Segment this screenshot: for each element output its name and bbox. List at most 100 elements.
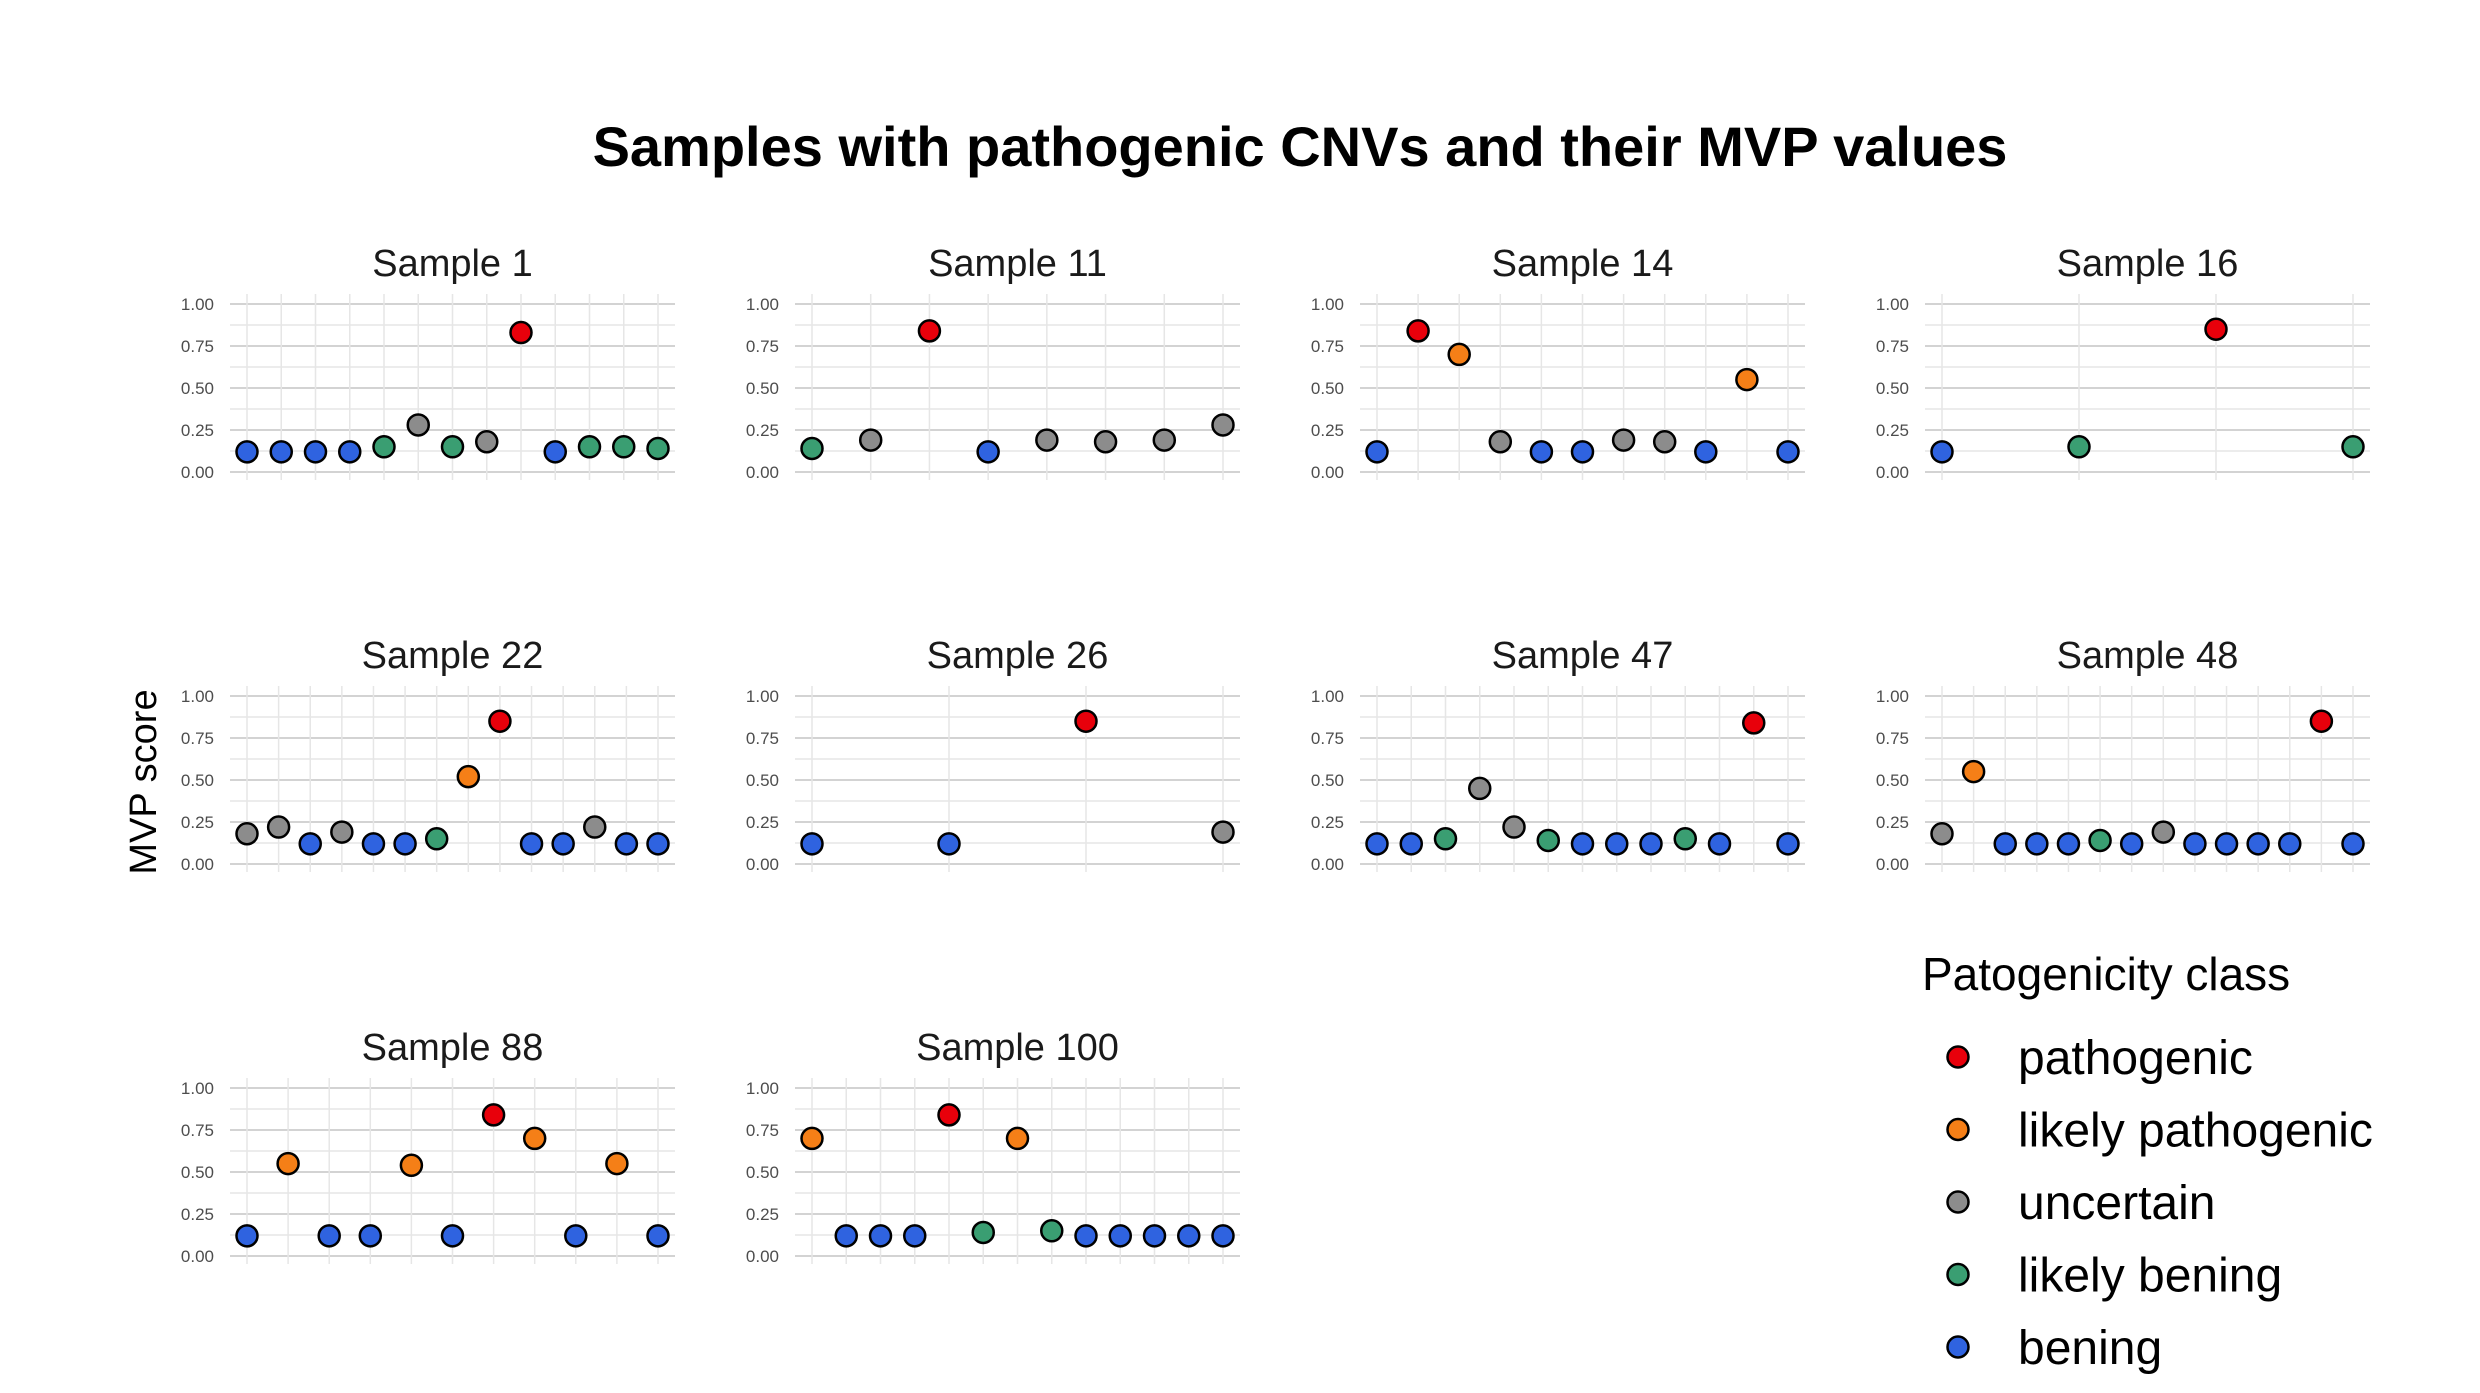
data-point-likely-bening: [372, 435, 396, 459]
data-point-uncertain: [1211, 820, 1235, 844]
data-point-uncertain: [583, 815, 607, 839]
legend-item-uncertain: uncertain: [1946, 1177, 2215, 1230]
data-point-uncertain: [330, 820, 354, 844]
y-tick-label: 0.75: [181, 337, 214, 356]
data-point-likely-pathogenic: [800, 1126, 824, 1151]
y-tick-label: 0.50: [1876, 771, 1909, 790]
data-point-likely-bening: [577, 435, 602, 459]
data-point-bening: [2056, 832, 2081, 856]
data-point-bening: [551, 832, 575, 856]
legend-items: pathogenic likely pathogenic uncertain like…: [1946, 1032, 2373, 1375]
y-tick-label: 0.75: [1876, 729, 1909, 748]
panel-sample-26: Sample 26 0.00 0.25 0.50 0.75 1.00: [746, 635, 1240, 874]
legend-label: likely bening: [2018, 1250, 2282, 1303]
data-point-likely-bening: [971, 1220, 995, 1245]
data-point-bening: [646, 1224, 670, 1248]
data-point-pathogenic: [1742, 711, 1766, 735]
y-tick-label: 0.00: [1311, 855, 1344, 874]
data-point-bening: [800, 832, 824, 856]
data-point-uncertain: [2151, 820, 2176, 844]
y-tick-label: 1.00: [181, 295, 214, 314]
data-point-likely-pathogenic: [1735, 367, 1759, 392]
data-point-likely-bening: [800, 436, 824, 461]
data-point-uncertain: [1488, 430, 1513, 454]
data-point-uncertain: [1502, 815, 1526, 839]
data-point-bening: [543, 440, 567, 464]
data-point-uncertain: [1652, 430, 1677, 454]
data-point-pathogenic: [1074, 709, 1098, 733]
panel-sample-11: Sample 11 0.00 0.25 0.50 0.75 1.00: [746, 243, 1240, 482]
panels: Sample 1 0.00 0.25 0.50 0.75 1.00 Sample 11 0.0…: [181, 243, 2370, 1266]
y-tick-label: 0.50: [746, 379, 779, 398]
y-tick-label: 0.25: [1311, 421, 1344, 440]
legend-swatch: [1946, 1117, 1970, 1142]
y-tick-label: 0.25: [746, 813, 779, 832]
data-point-uncertain: [1468, 776, 1492, 801]
legend: Patogenicity class pathogenic likely path…: [1922, 948, 2373, 1375]
data-point-pathogenic: [2309, 709, 2334, 733]
y-tick-label: 1.00: [746, 687, 779, 706]
data-point-likely-pathogenic: [276, 1151, 300, 1176]
data-point-bening: [564, 1224, 588, 1248]
panel-sample-100: Sample 100 0.00 0.25 0.50 0.75 1.00: [746, 1027, 1240, 1266]
data-point-bening: [2183, 832, 2207, 856]
data-point-bening: [1707, 832, 1732, 856]
y-tick-label: 1.00: [1876, 687, 1909, 706]
legend-item-likely-bening: likely bening: [1946, 1250, 2282, 1303]
data-point-bening: [1074, 1224, 1098, 1248]
data-point-likely-bening: [1536, 828, 1560, 853]
y-tick-label: 0.00: [1311, 463, 1344, 482]
data-point-likely-pathogenic: [1961, 759, 1986, 784]
legend-label: likely pathogenic: [2018, 1105, 2373, 1158]
legend-label: bening: [2018, 1322, 2162, 1375]
data-point-likely-bening: [424, 827, 449, 851]
legend-swatch: [1946, 1190, 1970, 1214]
data-point-uncertain: [1611, 428, 1636, 452]
data-point-likely-pathogenic: [1005, 1126, 1030, 1151]
data-point-bening: [235, 440, 259, 464]
data-point-bening: [1776, 440, 1800, 464]
data-point-uncertain: [1930, 822, 1954, 846]
data-point-bening: [2246, 832, 2270, 856]
data-point-bening: [2278, 832, 2302, 856]
data-point-bening: [393, 832, 417, 856]
data-point-bening: [2214, 832, 2239, 856]
data-point-bening: [1776, 832, 1800, 856]
data-point-bening: [358, 1224, 383, 1248]
y-tick-label: 0.75: [746, 1121, 779, 1140]
data-point-bening: [1108, 1224, 1132, 1248]
panel-title: Sample 48: [2057, 635, 2239, 677]
y-tick-label: 1.00: [181, 1079, 214, 1098]
data-point-bening: [1142, 1224, 1167, 1248]
y-tick-label: 0.00: [181, 1247, 214, 1266]
panel-sample-1: Sample 1 0.00 0.25 0.50 0.75 1.00: [181, 243, 675, 482]
data-point-pathogenic: [509, 320, 533, 345]
y-tick-label: 0.00: [1876, 855, 1909, 874]
panel-sample-22: Sample 22 0.00 0.25 0.50 0.75 1.00: [181, 635, 675, 874]
y-tick-label: 0.00: [746, 1247, 779, 1266]
y-tick-label: 0.00: [1876, 463, 1909, 482]
data-point-likely-pathogenic: [1447, 342, 1471, 367]
legend-item-pathogenic: pathogenic: [1946, 1032, 2253, 1085]
data-point-bening: [903, 1224, 927, 1248]
data-point-likely-bening: [612, 435, 636, 459]
data-point-bening: [1930, 440, 1954, 464]
y-tick-label: 0.50: [181, 1163, 214, 1182]
legend-title: Patogenicity class: [1922, 948, 2290, 1000]
data-point-uncertain: [1093, 430, 1118, 454]
data-point-bening: [976, 440, 1000, 464]
data-point-pathogenic: [488, 709, 512, 733]
legend-label: uncertain: [2018, 1177, 2215, 1230]
panel-sample-16: Sample 16 0.00 0.25 0.50 0.75 1.00: [1876, 243, 2370, 482]
y-tick-label: 1.00: [746, 1079, 779, 1098]
data-point-pathogenic: [2204, 317, 2228, 341]
data-point-likely-pathogenic: [605, 1151, 629, 1176]
legend-swatch: [1946, 1262, 1970, 1287]
y-tick-label: 0.75: [1876, 337, 1909, 356]
y-tick-label: 1.00: [1876, 295, 1909, 314]
data-point-bening: [361, 832, 386, 856]
y-axis-title: MVP score: [123, 689, 165, 874]
data-point-likely-pathogenic: [522, 1126, 547, 1151]
y-tick-label: 0.75: [746, 729, 779, 748]
panel-sample-88: Sample 88 0.00 0.25 0.50 0.75 1.00: [181, 1027, 675, 1266]
